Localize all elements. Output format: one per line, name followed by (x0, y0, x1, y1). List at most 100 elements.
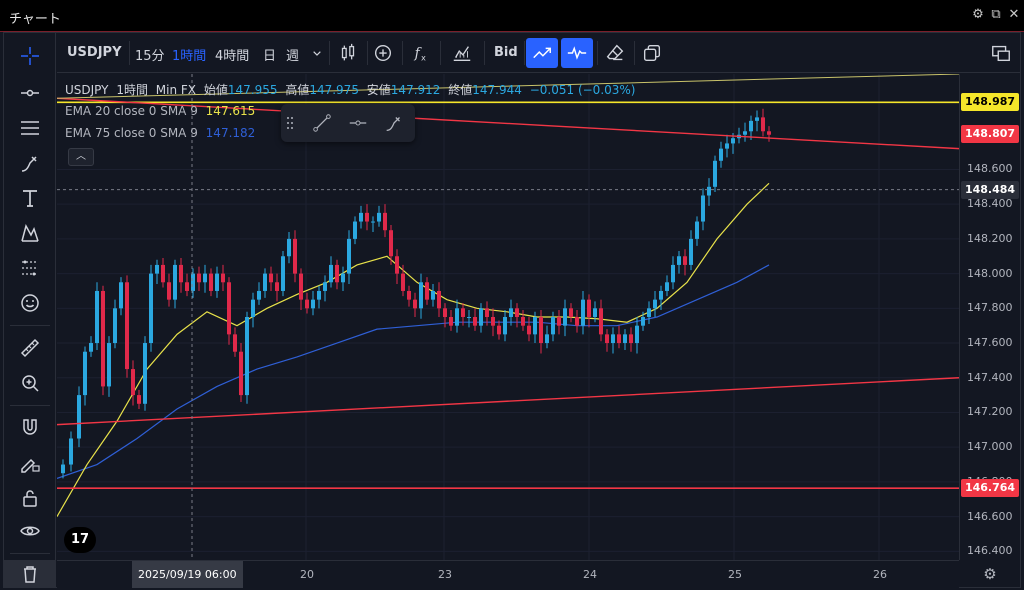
tradingview-logo[interactable]: 17 (64, 527, 96, 553)
pulse-toggle-icon[interactable] (561, 38, 593, 68)
templates-icon[interactable] (447, 38, 477, 68)
candle-body (167, 282, 171, 300)
symbol-search-button[interactable]: USDJPY (67, 45, 122, 60)
brush-icon[interactable] (381, 110, 407, 136)
window-title: チャート (9, 12, 61, 27)
candle-body (227, 282, 231, 335)
compare-plus-icon[interactable] (368, 38, 398, 68)
interval-4h-button[interactable]: 4時間 (215, 49, 250, 64)
drawing-toolbar (4, 33, 56, 588)
legend-symbol: USDJPY (65, 83, 109, 97)
candle-body (617, 334, 621, 344)
candle-body (431, 290, 435, 300)
prediction-icon[interactable] (4, 251, 56, 285)
chevron-down-icon[interactable] (309, 38, 325, 68)
price-tick-label: 146.600 (967, 509, 1013, 523)
drag-handle-icon[interactable] (283, 110, 297, 136)
upper-trendline (57, 97, 959, 150)
emoji-icon[interactable] (4, 286, 56, 320)
ema20-path (57, 182, 770, 517)
svg-text:x: x (421, 52, 426, 62)
price-label: 148.807 (961, 124, 1019, 143)
candle-body (239, 351, 243, 396)
lock-icon[interactable] (4, 481, 56, 515)
candle-body (179, 264, 183, 283)
interval-1h-button[interactable]: 1時間 (172, 49, 207, 64)
toolbar-divider (634, 41, 635, 65)
magnet-icon[interactable] (4, 411, 56, 445)
legend-collapse-button[interactable]: ︿ (68, 148, 94, 166)
candle-body (61, 464, 65, 474)
axis-settings-icon[interactable]: ⚙ (983, 565, 997, 583)
settings-icon[interactable]: ⚙ (972, 7, 984, 22)
pattern-icon[interactable] (4, 216, 56, 250)
interval-week-button[interactable]: 週 (286, 49, 300, 64)
fib-icon[interactable] (4, 111, 56, 145)
price-tick-label: 147.200 (967, 405, 1013, 419)
candle-body (221, 273, 225, 283)
brush-icon[interactable] (4, 146, 56, 180)
candle-body (245, 317, 249, 396)
trend-toggle-icon[interactable] (526, 38, 558, 68)
candle-body (293, 238, 297, 274)
layers-icon[interactable] (637, 38, 667, 68)
candle-body (113, 308, 117, 344)
legend-change: −0.051 (−0.03%) (529, 83, 636, 97)
legend-interval: 1時間 (116, 83, 148, 97)
price-axis[interactable]: 148.600 148.400 148.200 148.000 147.800 147.6… (959, 74, 1020, 560)
crosshair-icon[interactable] (4, 39, 56, 73)
eye-icon[interactable] (4, 514, 56, 548)
horizontal-line-icon[interactable] (345, 110, 371, 136)
candle-body (653, 299, 657, 309)
eraser-icon[interactable] (600, 38, 630, 68)
candle-body (605, 334, 609, 344)
price-tick-label: 148.600 (967, 162, 1013, 176)
price-tick-label: 148.000 (967, 266, 1013, 280)
price-chart[interactable] (57, 74, 959, 560)
candle-style-icon[interactable] (333, 38, 363, 68)
zoom-icon[interactable] (4, 366, 56, 400)
time-axis[interactable]: 20 23 24 25 26 2025/09/19 06:00 (57, 560, 959, 588)
candle-body (257, 290, 261, 300)
ema75-legend[interactable]: EMA 75 close 0 SMA 9 147.182 (65, 126, 255, 140)
text-icon[interactable] (4, 181, 56, 215)
time-tick-label: 24 (583, 568, 597, 581)
candle-body (533, 317, 537, 335)
bid-button[interactable]: Bid (494, 45, 518, 60)
candle-body (569, 308, 573, 317)
toolbar-divider (484, 41, 485, 65)
candle-body (437, 290, 441, 309)
draw-line-icon[interactable] (309, 110, 335, 136)
ema20-legend[interactable]: EMA 20 close 0 SMA 9 147.615 (65, 104, 255, 118)
layout-icon[interactable] (987, 38, 1015, 68)
candle-body (377, 212, 381, 222)
candle-body (551, 317, 555, 335)
candle-body (521, 317, 525, 326)
lock-draw-icon[interactable] (4, 446, 56, 480)
candle-body (587, 299, 591, 317)
toolbar-divider (524, 41, 525, 65)
close-icon[interactable]: ✕ (1008, 7, 1020, 22)
trend-line-icon[interactable] (4, 76, 56, 110)
interval-15m-button[interactable]: 15分 (135, 49, 165, 64)
ruler-icon[interactable] (4, 331, 56, 365)
candle-body (443, 308, 447, 317)
candle-body (311, 299, 315, 309)
trash-icon[interactable] (4, 560, 56, 588)
toolbar-divider (10, 553, 50, 554)
candle-body (599, 308, 603, 335)
candle-body (83, 351, 87, 396)
interval-day-button[interactable]: 日 (263, 49, 277, 64)
ohlc-legend: USDJPY 1時間 Min FX 始値147.955 高値147.975 安値… (65, 81, 639, 98)
candle-body (401, 273, 405, 291)
candle-body (527, 325, 531, 335)
candle-body (269, 273, 273, 283)
time-tick-label: 20 (300, 568, 314, 581)
candle-body (137, 395, 141, 404)
candle-body (251, 299, 255, 317)
popout-icon[interactable]: ⧉ (991, 7, 1001, 22)
price-tick-label: 146.400 (967, 544, 1013, 558)
chart-pane[interactable]: USDJPY 1時間 Min FX 始値147.955 高値147.975 安値… (57, 74, 959, 560)
